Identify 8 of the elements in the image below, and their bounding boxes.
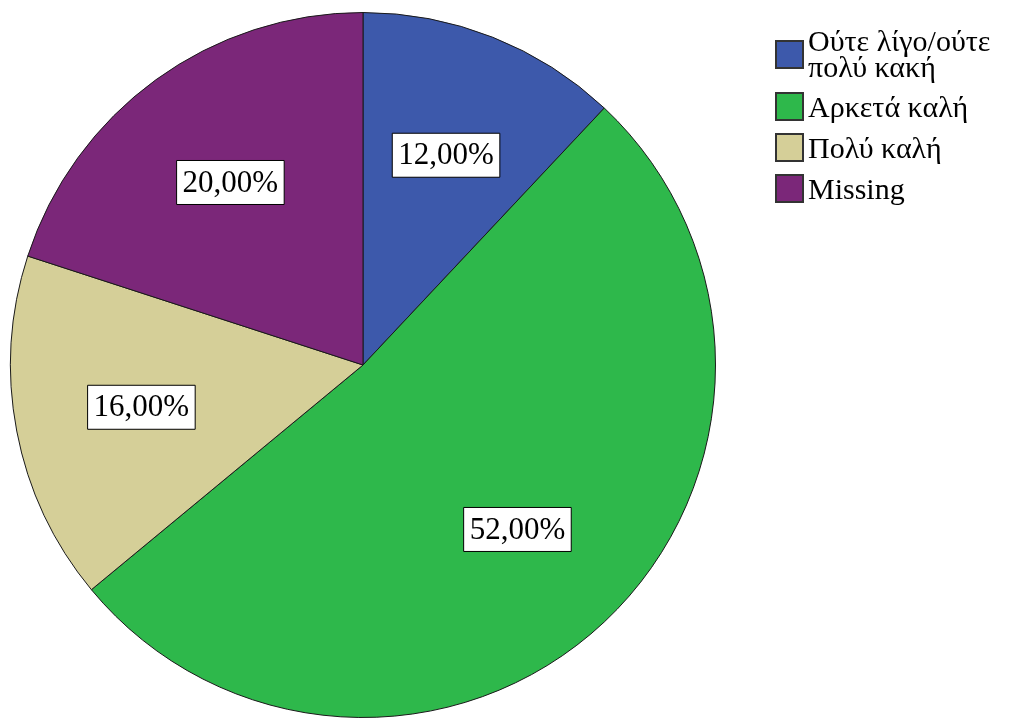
data-label: 16,00%	[93, 388, 190, 424]
legend-label: Missing	[808, 171, 906, 205]
data-label: 52,00%	[469, 510, 566, 546]
legend-label: Πολύ καλή	[808, 130, 943, 164]
data-label: 12,00%	[398, 136, 494, 172]
data-label: 20,00%	[182, 163, 279, 199]
legend-label: Ούτε λίγο/ούτε πολύ κακή	[808, 24, 992, 83]
legend-label: Αρκετά καλή	[808, 89, 970, 123]
